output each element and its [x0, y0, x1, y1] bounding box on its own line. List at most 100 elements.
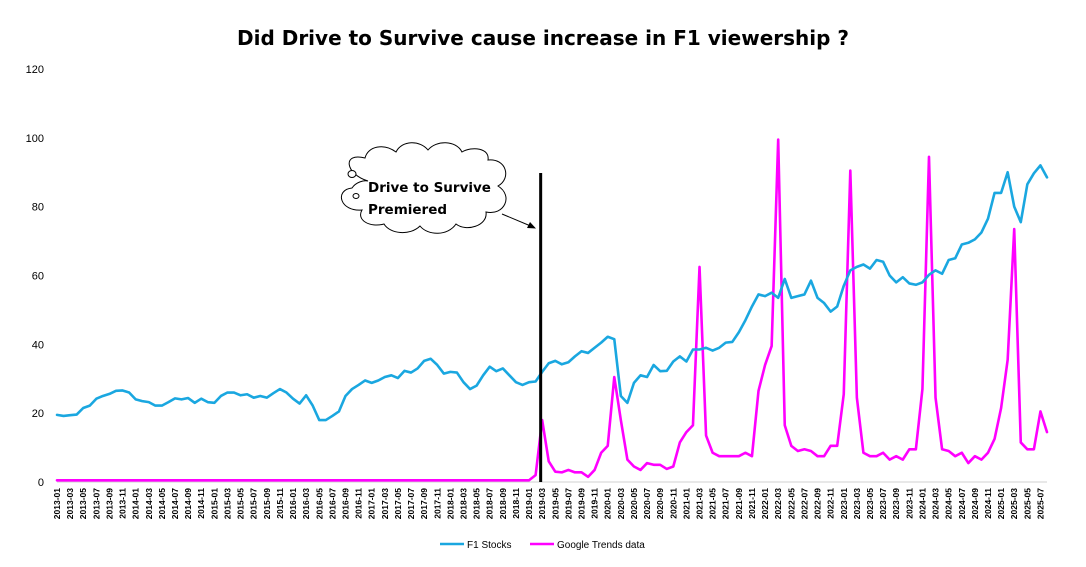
legend: F1 Stocks Google Trends data	[440, 540, 645, 551]
cloud-tail-puff	[347, 170, 357, 178]
x-tick-label: 2023-07	[878, 488, 888, 519]
y-tick-label: 20	[32, 408, 44, 420]
chart-title: Did Drive to Survive cause increase in F…	[236, 26, 849, 50]
x-tick-label: 2015-01	[209, 488, 219, 519]
x-tick-label: 2013-09	[104, 488, 114, 519]
x-tick-label: 2019-07	[563, 488, 573, 519]
x-tick-label: 2017-05	[393, 488, 403, 519]
x-tick-label: 2018-07	[485, 488, 495, 519]
x-tick-label: 2025-03	[1009, 488, 1019, 519]
x-tick-label: 2017-07	[406, 488, 416, 519]
x-tick-label: 2019-05	[550, 488, 560, 519]
x-tick-label: 2016-07	[327, 488, 337, 519]
x-tick-label: 2013-11	[118, 488, 128, 519]
x-tick-label: 2014-05	[157, 488, 167, 519]
y-tick-label: 60	[32, 271, 44, 283]
x-tick-label: 2020-03	[616, 488, 626, 519]
series-line-google-trends-data	[55, 138, 1049, 482]
x-tick-label: 2016-11	[354, 488, 364, 519]
x-tick-label: 2021-05	[708, 488, 718, 519]
series-line-f1-stocks	[55, 164, 1049, 422]
x-tick-label: 2019-01	[524, 488, 534, 519]
x-tick-label: 2019-03	[537, 488, 547, 519]
x-tick-label: 2017-09	[419, 488, 429, 519]
x-tick-label: 2020-05	[629, 488, 639, 519]
x-tick-label: 2020-11	[668, 488, 678, 519]
x-tick-label: 2024-11	[983, 488, 993, 519]
cloud-callout-shape	[340, 142, 507, 234]
x-tick-label: 2019-11	[590, 488, 600, 519]
x-tick-label: 2023-05	[865, 488, 875, 519]
x-tick-label: 2023-01	[839, 488, 849, 519]
x-tick-label: 2024-01	[917, 488, 927, 519]
x-tick-label: 2019-09	[577, 488, 587, 519]
x-tick-label: 2015-09	[262, 488, 272, 519]
x-tick-label: 2022-03	[773, 488, 783, 519]
callout-arrow	[501, 213, 534, 228]
x-tick-label: 2016-09	[340, 488, 350, 519]
x-tick-label: 2016-03	[301, 488, 311, 519]
x-tick-label: 2022-01	[760, 488, 770, 519]
x-tick-label: 2018-09	[498, 488, 508, 519]
x-tick-label: 2014-09	[183, 488, 193, 519]
x-axis: 2013-01 2013-03 2013-05 2013-07 2013-09 2013-…	[52, 481, 1047, 519]
callout-text-line1: Drive to Survive	[368, 180, 491, 196]
x-tick-label: 2015-05	[236, 488, 246, 519]
y-tick-label: 80	[32, 202, 44, 214]
x-tick-label: 2021-11	[747, 488, 757, 519]
x-tick-label: 2014-01	[131, 488, 141, 519]
y-axis: 0 20 40 60 80 100 120	[26, 64, 44, 489]
callout-arrow-head	[527, 222, 536, 229]
x-tick-label: 2017-11	[432, 488, 442, 519]
x-tick-label: 2022-05	[786, 488, 796, 519]
x-tick-label: 2018-03	[458, 488, 468, 519]
x-tick-label: 2023-11	[904, 488, 914, 519]
x-tick-label: 2024-03	[931, 488, 941, 519]
x-tick-label: 2022-09	[813, 488, 823, 519]
x-tick-label: 2021-01	[681, 488, 691, 519]
x-tick-label: 2025-07	[1035, 488, 1045, 519]
x-tick-label: 2013-05	[78, 488, 88, 519]
x-tick-label: 2016-01	[288, 488, 298, 519]
cloud-tail-puff	[352, 193, 360, 199]
x-tick-label: 2018-05	[472, 488, 482, 519]
x-tick-label: 2015-11	[275, 488, 285, 519]
y-tick-label: 40	[32, 339, 44, 351]
x-tick-label: 2020-07	[642, 488, 652, 519]
x-tick-label: 2014-07	[170, 488, 180, 519]
x-tick-label: 2024-09	[970, 488, 980, 519]
x-tick-label: 2020-01	[603, 488, 613, 519]
x-tick-label: 2023-03	[852, 488, 862, 519]
x-tick-label: 2015-07	[249, 488, 259, 519]
x-tick-label: 2021-03	[695, 488, 705, 519]
x-tick-label: 2025-05	[1022, 488, 1032, 519]
x-tick-label: 2017-03	[380, 488, 390, 519]
x-tick-label: 2022-11	[826, 488, 836, 519]
x-tick-label: 2017-01	[367, 488, 377, 519]
x-tick-label: 2022-07	[799, 488, 809, 519]
x-tick-label: 2021-09	[734, 488, 744, 519]
x-tick-label: 2018-01	[445, 488, 455, 519]
x-tick-label: 2025-01	[996, 488, 1006, 519]
y-tick-label: 100	[26, 133, 44, 145]
callout-text-line2: Premiered	[368, 202, 447, 218]
x-tick-label: 2013-07	[91, 488, 101, 519]
x-tick-label: 2023-09	[891, 488, 901, 519]
x-tick-label: 2021-07	[721, 488, 731, 519]
x-tick-label: 2018-11	[511, 488, 521, 519]
legend-label-google-trends: Google Trends data	[557, 540, 645, 551]
x-tick-label: 2014-11	[196, 488, 206, 519]
x-tick-label: 2020-09	[655, 488, 665, 519]
annotation-callout: Drive to Survive Premiered	[340, 142, 543, 482]
x-tick-label: 2024-07	[957, 488, 967, 519]
x-tick-label: 2016-05	[314, 488, 324, 519]
y-tick-label: 120	[26, 64, 44, 76]
y-tick-label: 0	[38, 477, 44, 489]
x-tick-label: 2014-03	[144, 488, 154, 519]
x-tick-label: 2013-03	[65, 488, 75, 519]
x-tick-label: 2024-05	[944, 488, 954, 519]
legend-label-f1-stocks: F1 Stocks	[467, 540, 511, 551]
series-layer	[55, 138, 1049, 482]
x-tick-label: 2015-03	[222, 488, 232, 519]
